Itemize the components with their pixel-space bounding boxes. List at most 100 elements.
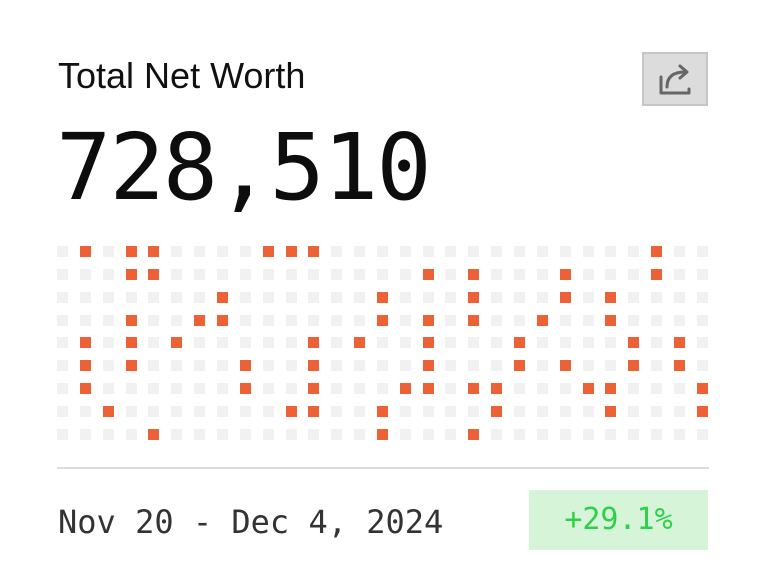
grid-cell [377,246,388,257]
grid-cell [148,406,159,417]
grid-cell [148,383,159,394]
grid-cell [491,292,502,303]
grid-cell-active [468,315,479,326]
grid-cell [286,383,297,394]
grid-cell [583,292,594,303]
grid-cell [400,269,411,280]
grid-cell-active [560,292,571,303]
grid-cell [697,337,708,348]
grid-cell-active [491,383,502,394]
grid-cell [194,360,205,371]
grid-cell [697,292,708,303]
grid-cell [57,429,68,440]
grid-cell [217,429,228,440]
grid-cell [674,246,685,257]
grid-cell [148,337,159,348]
grid-cell [194,292,205,303]
grid-cell [240,292,251,303]
grid-cell [605,360,616,371]
grid-cell [217,406,228,417]
grid-cell [126,429,137,440]
grid-cell [354,315,365,326]
grid-cell [331,246,342,257]
grid-cell [537,269,548,280]
grid-cell [126,406,137,417]
grid-cell-active [377,292,388,303]
grid-cell [57,383,68,394]
grid-cell-active [423,315,434,326]
grid-cell-active [697,383,708,394]
grid-cell-active [126,269,137,280]
grid-cell [103,269,114,280]
grid-cell [57,360,68,371]
grid-cell [171,246,182,257]
grid-cell [400,337,411,348]
grid-cell-active [628,360,639,371]
grid-cell [148,292,159,303]
grid-cell [628,246,639,257]
grid-cell [400,246,411,257]
grid-cell [514,292,525,303]
grid-cell-active [514,360,525,371]
grid-cell-active [80,360,91,371]
grid-cell [80,269,91,280]
grid-cell [491,360,502,371]
grid-cell [560,429,571,440]
grid-cell [491,246,502,257]
grid-cell [80,406,91,417]
grid-cell [445,315,456,326]
grid-cell [308,315,319,326]
grid-cell-active [468,429,479,440]
grid-cell-active [80,337,91,348]
grid-cell [263,360,274,371]
grid-cell [103,292,114,303]
grid-cell [674,406,685,417]
grid-cell [57,292,68,303]
grid-cell [171,360,182,371]
grid-cell [331,406,342,417]
grid-cell [217,246,228,257]
grid-cell [263,406,274,417]
grid-cell [400,360,411,371]
grid-cell [583,315,594,326]
grid-cell [628,315,639,326]
grid-cell-active [171,337,182,348]
grid-cell [651,360,662,371]
grid-cell [514,246,525,257]
grid-cell-active [103,406,114,417]
grid-cell [126,292,137,303]
share-button[interactable] [642,52,708,106]
grid-cell [263,429,274,440]
grid-cell [171,406,182,417]
grid-cell-active [651,246,662,257]
grid-cell-active [286,246,297,257]
grid-cell [171,383,182,394]
grid-cell [103,337,114,348]
grid-cell [445,383,456,394]
grid-cell [240,406,251,417]
grid-cell [103,429,114,440]
grid-cell-active [605,406,616,417]
grid-cell-active [377,429,388,440]
grid-cell [57,337,68,348]
grid-cell [354,246,365,257]
grid-cell-active [628,337,639,348]
grid-cell [628,406,639,417]
grid-cell [400,292,411,303]
grid-cell [240,337,251,348]
grid-cell [560,406,571,417]
grid-cell [651,383,662,394]
grid-cell-active [80,246,91,257]
grid-cell-active [240,383,251,394]
grid-cell [263,315,274,326]
grid-cell [514,315,525,326]
grid-cell [354,383,365,394]
grid-cell [377,383,388,394]
activity-grid [57,246,717,446]
grid-cell [674,292,685,303]
grid-cell [560,383,571,394]
date-range: Nov 20 - Dec 4, 2024 [58,503,444,541]
share-icon [659,64,691,95]
grid-cell [377,337,388,348]
grid-cell-active [240,360,251,371]
